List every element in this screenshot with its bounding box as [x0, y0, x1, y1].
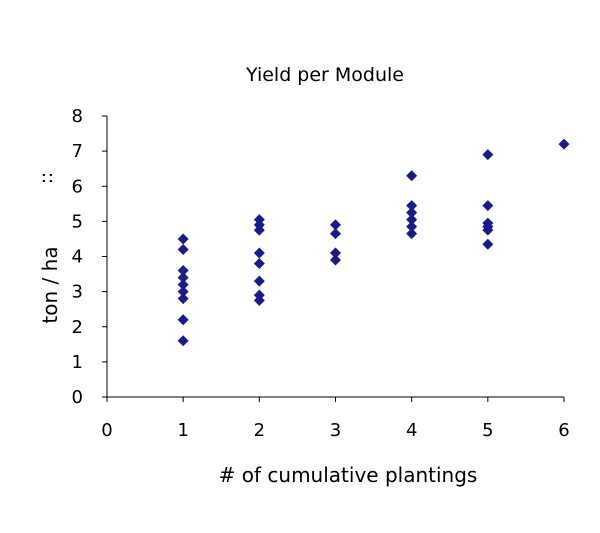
- chart-title: Yield per Module: [245, 64, 404, 86]
- data-point: [330, 247, 341, 259]
- data-point: [406, 170, 418, 182]
- y-tick-label: 1: [72, 352, 83, 373]
- y-tick-label: 6: [72, 176, 83, 197]
- y-tick-label: 0: [72, 387, 83, 408]
- x-tick-labels: 0 1 2 3 4 5 6: [101, 397, 570, 441]
- x-axis-label: # of cumulative plantings: [219, 463, 478, 487]
- data-point: [482, 149, 494, 161]
- data-point: [406, 221, 418, 233]
- x-tick-label: 0: [101, 420, 112, 441]
- data-point: [406, 214, 418, 226]
- data-point: [330, 254, 341, 266]
- y-tick-label: 3: [72, 282, 83, 303]
- data-point: [253, 258, 265, 270]
- y-tick-label: 2: [72, 317, 83, 338]
- data-point: [177, 335, 189, 347]
- data-point: [177, 314, 189, 326]
- y-tick-label: 5: [72, 211, 83, 232]
- data-point: [177, 233, 189, 245]
- data-point: [177, 272, 189, 284]
- x-tick-label: 6: [558, 420, 569, 441]
- y-tick-label: 7: [72, 141, 83, 162]
- data-point: [177, 243, 189, 255]
- data-point: [253, 247, 265, 259]
- data-point: [406, 200, 418, 212]
- x-tick-label: 4: [406, 420, 417, 441]
- data-point: [330, 219, 341, 231]
- data-point: [482, 238, 494, 250]
- data-point: [482, 224, 494, 236]
- x-tick-label: 1: [177, 420, 188, 441]
- data-point: [406, 207, 418, 219]
- x-tick-label: 2: [254, 420, 265, 441]
- y-axis-label: ton / ha: [38, 246, 62, 323]
- data-point: [253, 224, 265, 236]
- data-point: [482, 200, 494, 212]
- x-tick-label: 5: [482, 420, 493, 441]
- data-point: [406, 228, 418, 240]
- y-tick-labels: 0 1 2 3 4 5 6 7 8: [72, 106, 107, 408]
- y-tick-label: 4: [72, 247, 83, 268]
- data-point: [253, 294, 265, 306]
- y-tick-label: 8: [72, 106, 83, 127]
- data-points: [177, 138, 570, 347]
- data-point: [177, 286, 189, 298]
- data-point: [558, 138, 570, 150]
- data-point: [177, 293, 189, 305]
- data-point: [253, 275, 265, 287]
- x-tick-label: 3: [330, 420, 341, 441]
- data-point: [177, 265, 189, 277]
- y-axis-mark: ::: [36, 172, 57, 184]
- data-point: [177, 279, 189, 291]
- data-point: [330, 228, 341, 240]
